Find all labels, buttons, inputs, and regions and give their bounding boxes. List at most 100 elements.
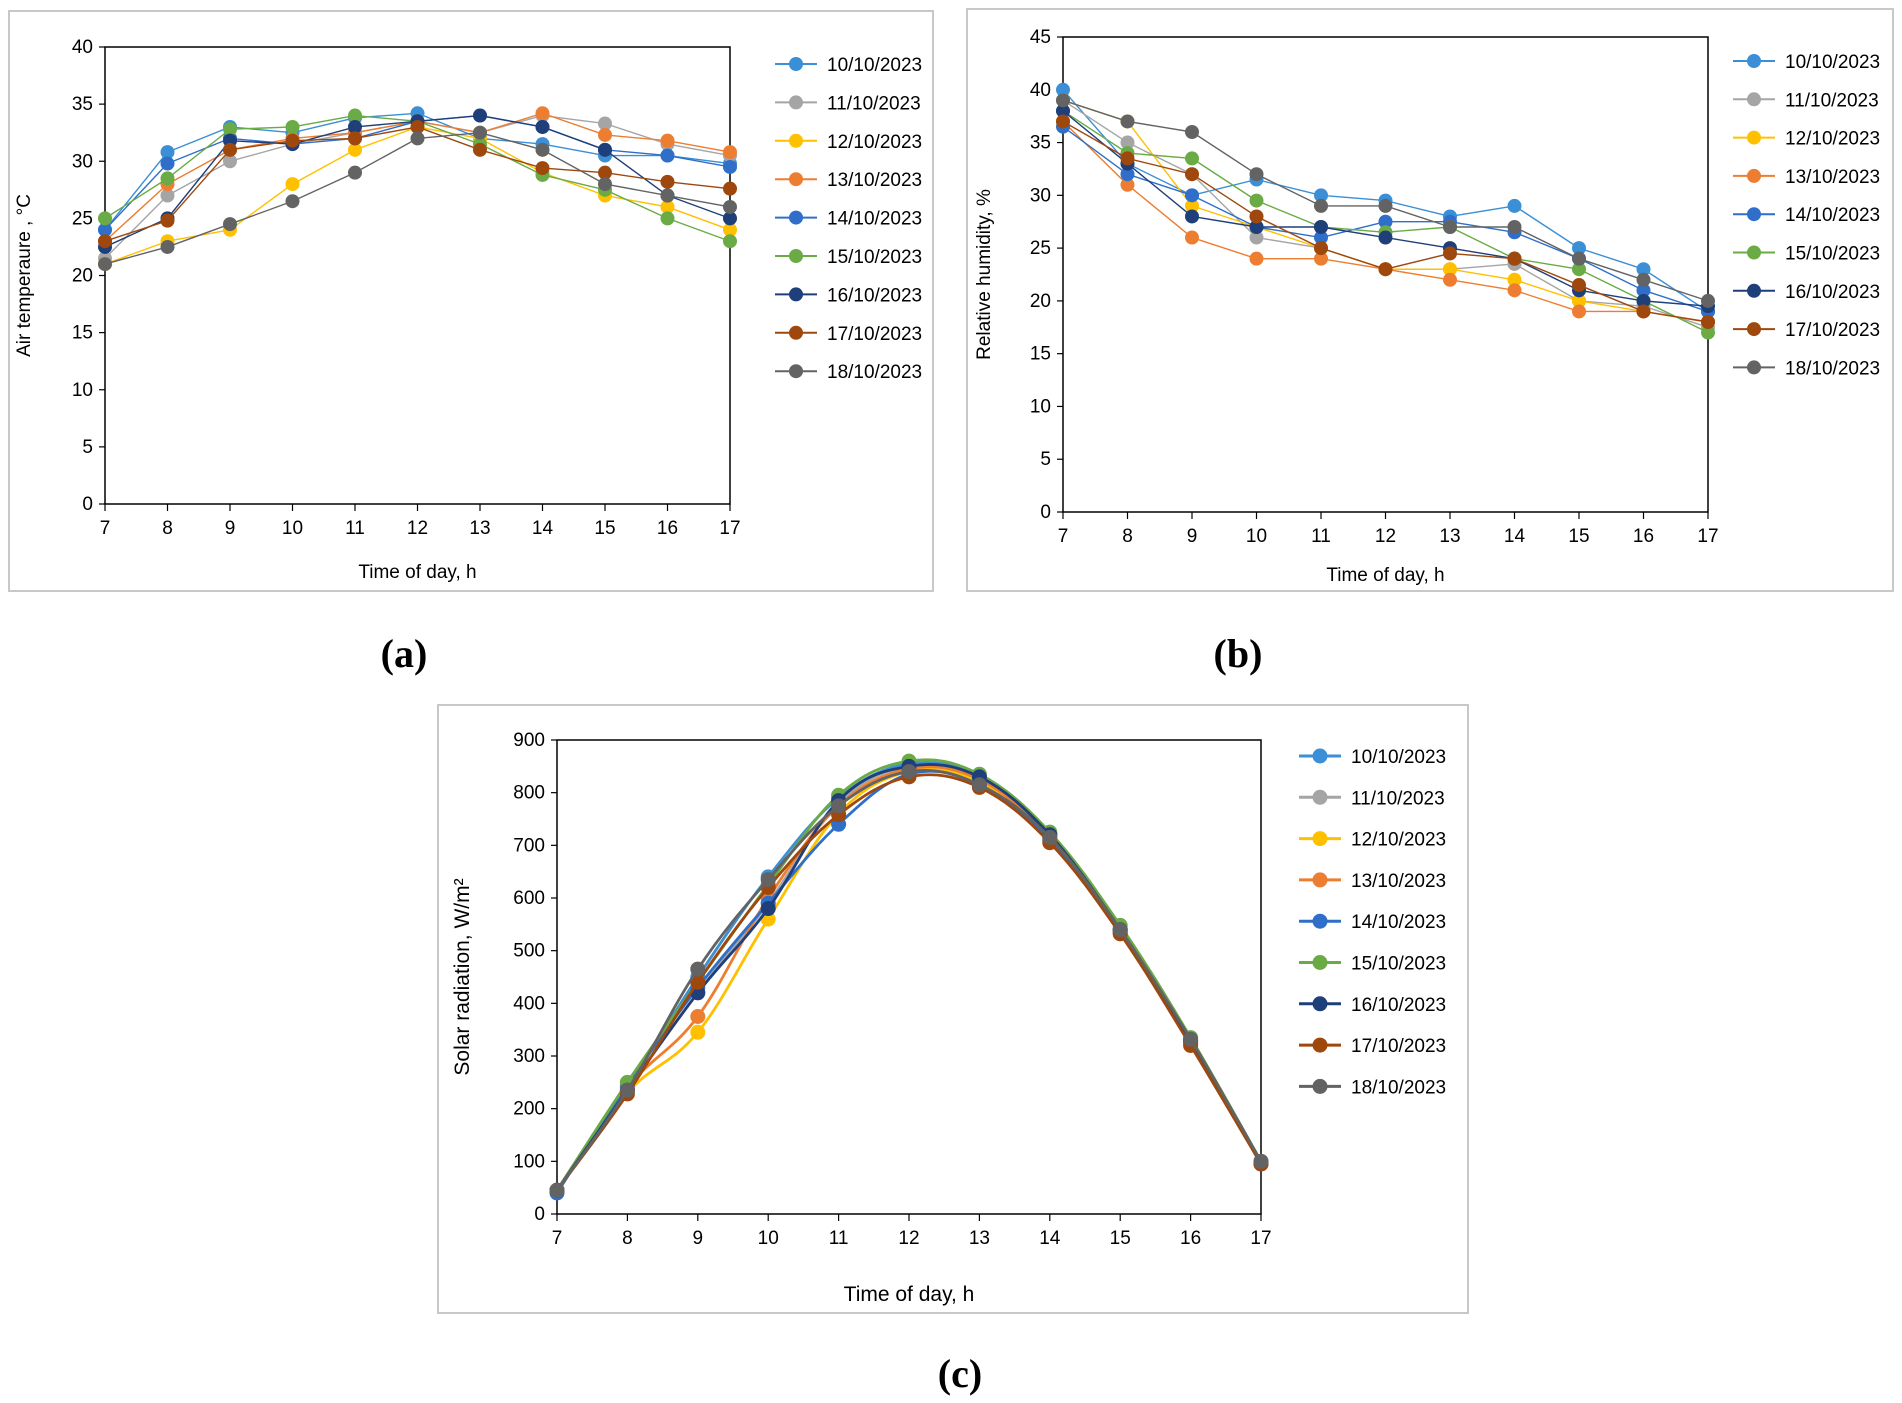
legend-label: 14/10/2023 xyxy=(1351,912,1446,933)
legend-label: 18/10/2023 xyxy=(1785,358,1880,379)
legend-marker xyxy=(1312,872,1328,888)
legend-marker xyxy=(1312,1078,1328,1094)
x-tick-label: 13 xyxy=(469,518,490,539)
data-point xyxy=(1185,198,1199,213)
legend-label: 10/10/2023 xyxy=(1785,52,1880,73)
data-point xyxy=(348,142,362,157)
data-point xyxy=(1378,262,1393,277)
data-point xyxy=(98,257,112,272)
data-point xyxy=(598,116,612,131)
chart-panel-air-temperature: 0 5 10 15 20 25 30 35 40 7 8 9 10 11 12 13 14 15 16 17 Time … xyxy=(8,10,934,592)
data-point xyxy=(1120,114,1135,129)
y-tick-label: 400 xyxy=(513,993,545,1014)
legend-label: 18/10/2023 xyxy=(1351,1077,1446,1098)
data-point xyxy=(901,764,917,780)
data-point xyxy=(1636,304,1651,319)
y-tick-label: 25 xyxy=(72,208,93,229)
legend-item: 14/10/2023 xyxy=(1299,912,1446,933)
legend-item: 13/10/2023 xyxy=(775,170,922,191)
legend-marker xyxy=(1312,1037,1328,1053)
data-point xyxy=(690,1009,706,1024)
legend-item: 11/10/2023 xyxy=(1733,90,1879,111)
x-tick-label: 8 xyxy=(622,1228,633,1249)
data-point xyxy=(660,199,675,214)
y-tick-label: 700 xyxy=(513,835,545,856)
data-point xyxy=(1572,304,1586,319)
data-point xyxy=(723,145,737,160)
legend-item: 17/10/2023 xyxy=(1733,320,1880,341)
y-tick-label: 40 xyxy=(72,37,93,58)
data-point xyxy=(410,131,425,146)
legend-item: 10/10/2023 xyxy=(1299,747,1446,768)
x-tick-label: 10 xyxy=(282,518,303,539)
data-point xyxy=(1249,193,1264,208)
caption-c: (c) xyxy=(937,1351,983,1396)
legend-label: 13/10/2023 xyxy=(1785,167,1880,188)
x-tick-label: 15 xyxy=(1110,1228,1131,1249)
y-tick-label: 10 xyxy=(72,380,93,401)
data-point xyxy=(535,119,550,134)
y-tick-label: 35 xyxy=(72,94,93,115)
legend-marker xyxy=(1312,831,1328,847)
data-point xyxy=(1120,167,1135,182)
y-tick-label: 15 xyxy=(1030,344,1051,365)
x-tick-label: 10 xyxy=(758,1228,779,1249)
x-tick-label: 11 xyxy=(345,518,365,539)
data-point xyxy=(760,901,776,917)
data-point xyxy=(1378,214,1393,229)
data-point xyxy=(223,154,237,169)
data-point xyxy=(1120,135,1135,150)
data-point xyxy=(619,1082,635,1098)
data-point xyxy=(98,211,112,226)
data-point xyxy=(1572,251,1586,266)
data-point xyxy=(598,127,612,142)
data-point xyxy=(473,108,487,123)
data-point xyxy=(348,108,362,123)
legend-item: 16/10/2023 xyxy=(1733,282,1880,303)
legend-item: 18/10/2023 xyxy=(1299,1077,1446,1098)
x-tick-label: 7 xyxy=(1058,526,1069,547)
data-point xyxy=(1183,1031,1199,1047)
x-tick-label: 10 xyxy=(1246,526,1267,547)
data-point xyxy=(1185,151,1199,166)
chart-panel-relative-humidity: 0 5 10 15 20 25 30 35 40 45 7 8 9 10 11 12 13 14 15 16 17 Tim… xyxy=(966,8,1894,592)
legend-marker xyxy=(1312,955,1328,970)
legend-label: 16/10/2023 xyxy=(1785,282,1880,303)
x-tick-label: 16 xyxy=(1633,526,1654,547)
legend-marker xyxy=(1747,92,1761,107)
legend-label: 15/10/2023 xyxy=(1351,954,1446,975)
data-point xyxy=(285,177,300,192)
legend-item: 17/10/2023 xyxy=(1299,1036,1446,1057)
data-point xyxy=(660,133,675,148)
data-point xyxy=(1507,198,1522,213)
y-tick-label: 200 xyxy=(513,1099,545,1120)
x-tick-label: 16 xyxy=(1180,1228,1201,1249)
x-tick-label: 14 xyxy=(532,518,554,539)
data-point xyxy=(535,106,550,121)
legend-marker xyxy=(1312,913,1328,929)
legend-item: 16/10/2023 xyxy=(1299,995,1446,1016)
x-axis-label: Time of day, h xyxy=(1326,565,1444,586)
data-point xyxy=(1185,125,1199,139)
y-tick-label: 30 xyxy=(1030,185,1051,206)
data-point xyxy=(1120,177,1135,192)
legend-marker xyxy=(1747,54,1761,68)
legend-item: 14/10/2023 xyxy=(775,209,922,230)
legend-label: 12/10/2023 xyxy=(827,132,922,153)
x-tick-label: 15 xyxy=(1568,526,1589,547)
data-point xyxy=(971,777,987,793)
x-tick-label: 17 xyxy=(1250,1228,1271,1249)
data-point xyxy=(1507,220,1522,234)
x-tick-label: 9 xyxy=(225,518,236,539)
legend-label: 16/10/2023 xyxy=(1351,995,1446,1016)
series-18/10/2023 xyxy=(98,125,737,272)
data-point xyxy=(1507,283,1522,298)
legend-marker xyxy=(1312,789,1328,805)
legend-label: 13/10/2023 xyxy=(1351,871,1446,892)
legend-label: 12/10/2023 xyxy=(1785,129,1880,150)
data-point xyxy=(1443,272,1457,287)
data-point xyxy=(1636,262,1651,277)
legend-item: 15/10/2023 xyxy=(1733,244,1880,265)
data-point xyxy=(1507,251,1522,266)
legend-item: 16/10/2023 xyxy=(775,285,922,306)
